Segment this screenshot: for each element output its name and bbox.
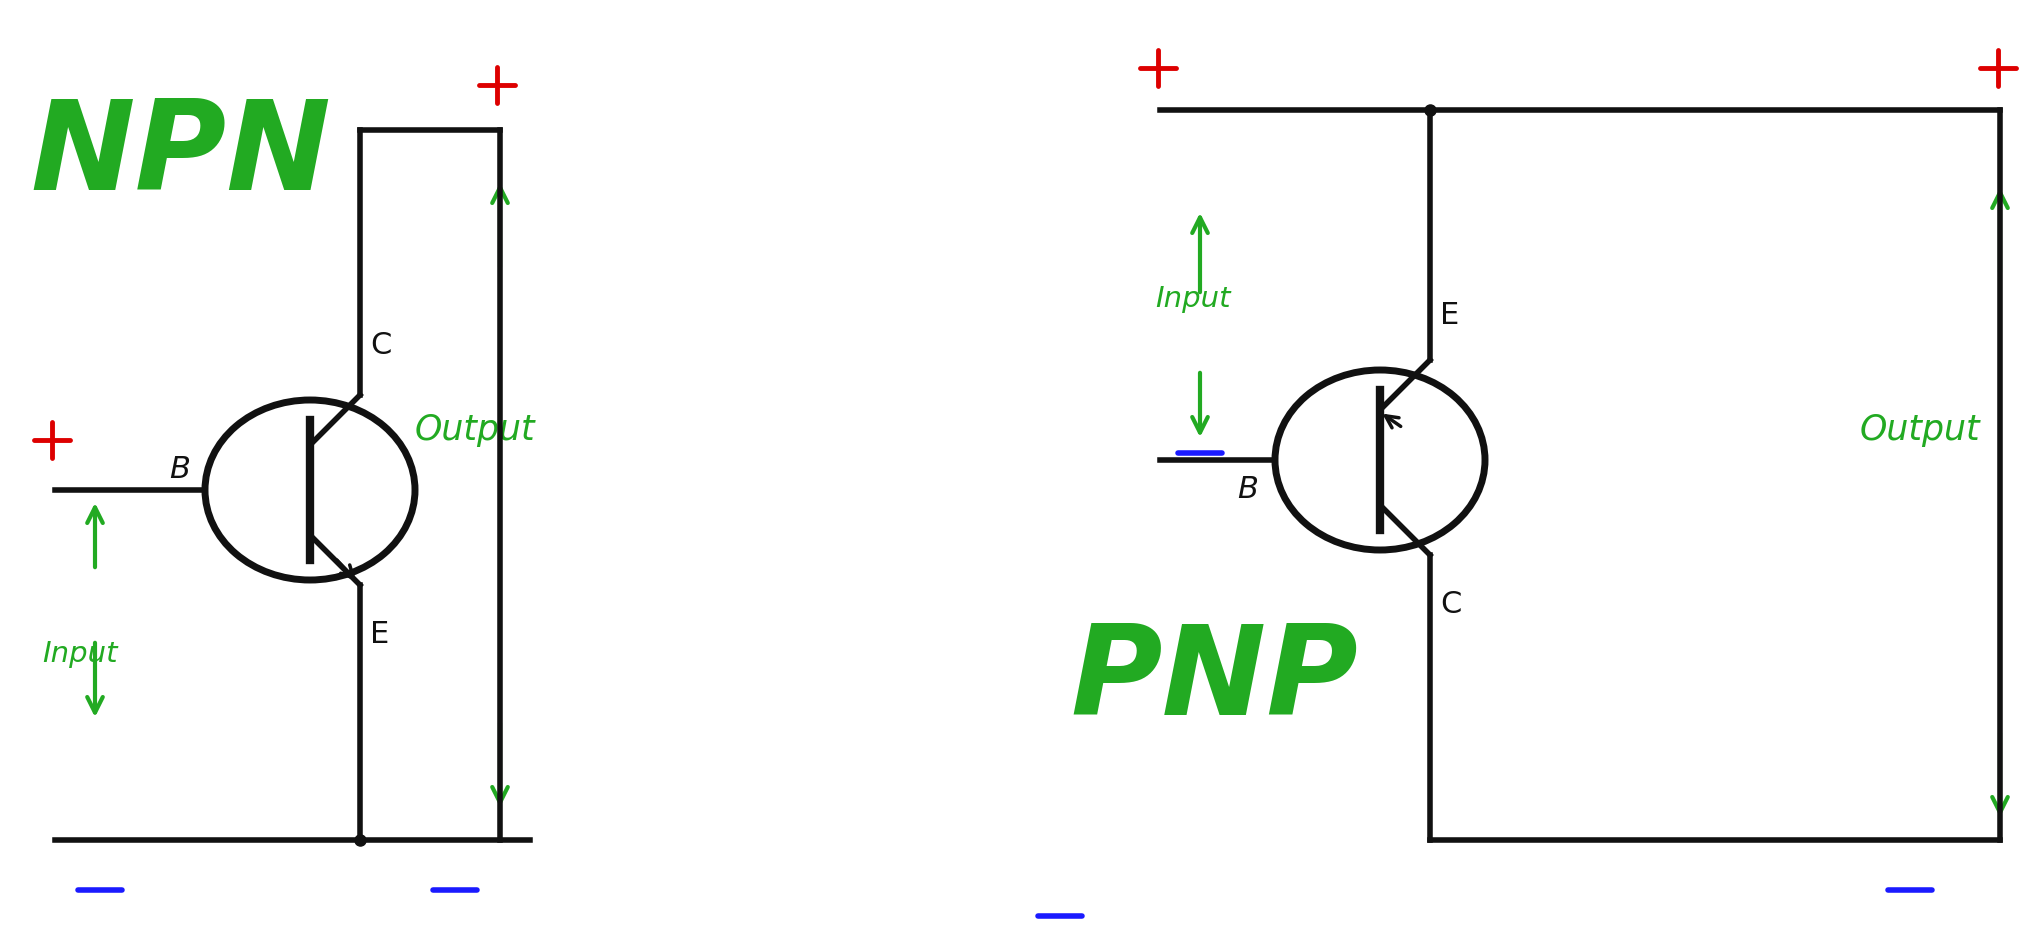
Text: C: C bbox=[370, 331, 392, 360]
Text: C: C bbox=[1439, 590, 1461, 619]
Text: Output: Output bbox=[415, 413, 534, 447]
Text: Input: Input bbox=[43, 640, 118, 668]
Text: Input: Input bbox=[1154, 285, 1229, 313]
Text: B: B bbox=[1237, 476, 1258, 504]
Text: Output: Output bbox=[1859, 413, 1979, 447]
Text: PNP: PNP bbox=[1069, 620, 1357, 741]
Text: NPN: NPN bbox=[30, 95, 331, 216]
Text: E: E bbox=[1439, 301, 1459, 330]
Text: B: B bbox=[169, 456, 189, 484]
Text: E: E bbox=[370, 620, 388, 649]
